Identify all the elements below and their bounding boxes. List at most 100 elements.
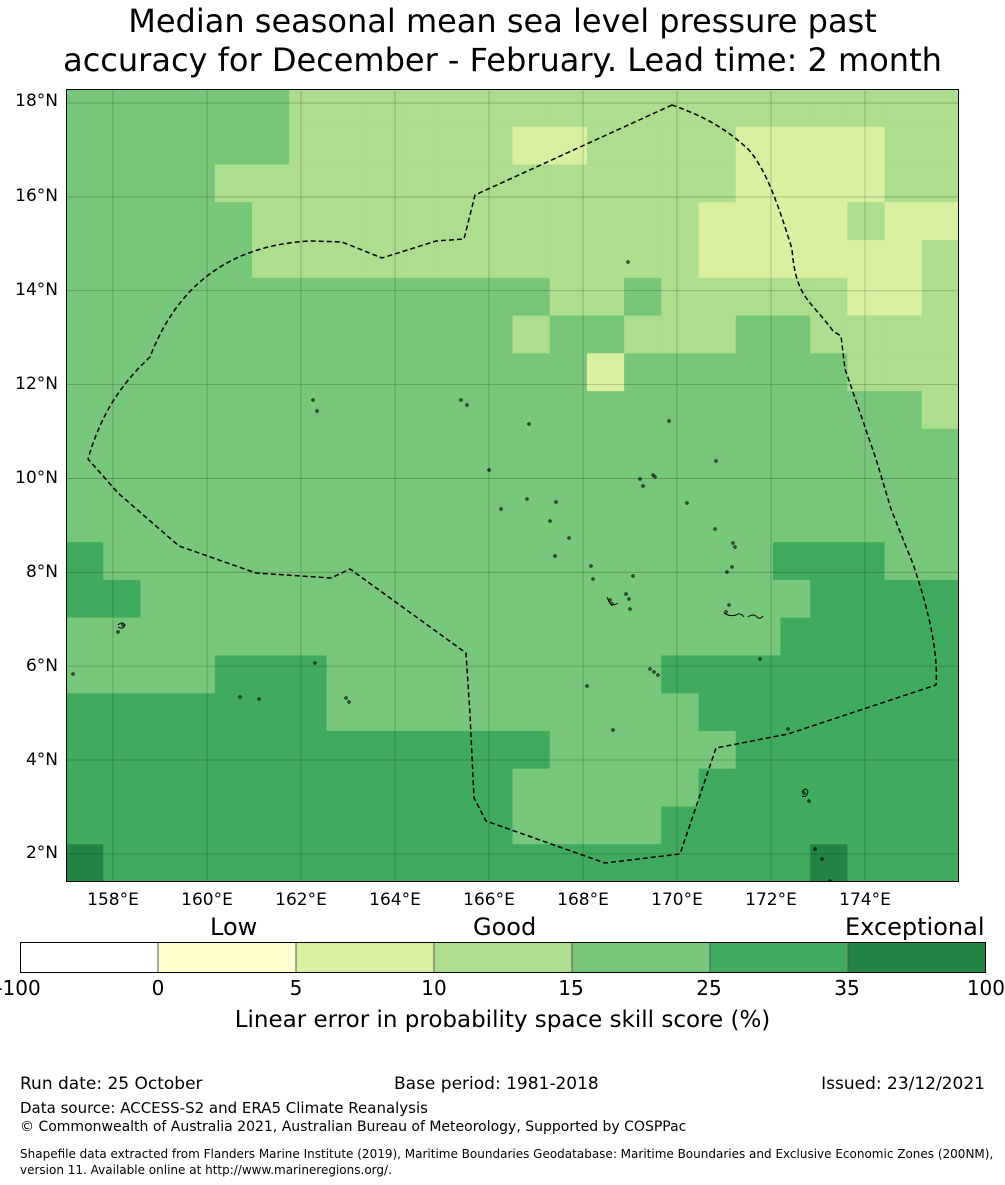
skill-cell [438, 579, 476, 619]
skill-cell [326, 89, 365, 128]
skill-cell [177, 844, 216, 883]
skill-cell [103, 89, 142, 128]
skill-cell [326, 806, 365, 845]
skill-cell [735, 730, 774, 770]
skill-cell [698, 768, 737, 808]
skill-cell [810, 504, 848, 543]
lon-label: 164°E [369, 890, 421, 910]
skill-cell [363, 579, 402, 619]
skill-cell [438, 428, 476, 468]
skill-cell [177, 655, 216, 694]
skill-cell [847, 768, 886, 808]
skill-cell [847, 164, 886, 203]
skill-cell [363, 806, 402, 845]
skill-cell [512, 806, 551, 845]
skill-cell [884, 240, 923, 279]
colorbar [20, 942, 986, 973]
skill-cell [624, 768, 662, 808]
skill-cell [289, 391, 328, 430]
lon-label: 172°E [745, 890, 797, 910]
skill-cell [252, 655, 290, 694]
skill-cell [363, 353, 402, 392]
skill-cell [735, 353, 774, 392]
atoll-outline [606, 596, 619, 606]
skill-cell [661, 428, 700, 468]
skill-cell [103, 504, 142, 543]
skill-cell [549, 277, 588, 317]
skill-cell [698, 240, 737, 279]
skill-cell [326, 202, 365, 241]
skill-cell [772, 277, 811, 317]
skill-cell [512, 428, 551, 468]
skill-cell [363, 466, 402, 505]
skill-cell [698, 542, 737, 581]
skill-cell [661, 277, 700, 317]
skill-cell [66, 466, 104, 505]
skill-cell [735, 844, 774, 883]
skill-cell [252, 768, 290, 808]
skill-cell [214, 126, 253, 166]
skill-cell [884, 844, 923, 883]
skill-cell [884, 466, 923, 505]
skill-cell [735, 428, 774, 468]
skill-cell [512, 126, 551, 166]
skill-cell [735, 202, 774, 241]
colorbar-tick: 100 [966, 976, 1005, 1000]
skill-cell [884, 391, 923, 430]
skill-cell [921, 126, 960, 166]
colorbar-tick: 10 [421, 976, 447, 1000]
skill-cell [624, 806, 662, 845]
skill-cell [103, 693, 142, 732]
skill-cell [661, 504, 700, 543]
skill-cell [363, 126, 402, 166]
skill-cell [214, 844, 253, 883]
skill-cell [475, 126, 514, 166]
skill-cell [400, 768, 439, 808]
colorbar-bin [295, 942, 435, 973]
skill-cell [438, 240, 476, 279]
skill-cell [884, 277, 923, 317]
skill-cell [698, 353, 737, 392]
skill-cell [586, 353, 625, 392]
skill-cell [103, 768, 142, 808]
skill-cell [177, 542, 216, 581]
skill-cell [735, 693, 774, 732]
skill-cell [624, 693, 662, 732]
skill-cell [66, 844, 104, 883]
skill-cell [363, 391, 402, 430]
skill-cell [177, 164, 216, 203]
skill-cell [252, 391, 290, 430]
island-marker [487, 468, 491, 472]
skill-cell [363, 428, 402, 468]
skill-cell [586, 391, 625, 430]
skill-cell [772, 504, 811, 543]
skill-cell [103, 428, 142, 468]
skill-cell [140, 428, 179, 468]
skill-cell [810, 164, 848, 203]
skill-cell [400, 579, 439, 619]
skill-cell [103, 844, 142, 883]
skill-cell [214, 353, 253, 392]
skill-cell [66, 391, 104, 430]
skill-cell [66, 617, 103, 657]
skill-cell [921, 542, 960, 581]
skill-cell [586, 806, 625, 845]
skill-cell [66, 126, 104, 166]
skill-cell [772, 89, 811, 128]
skill-cell [475, 466, 514, 505]
skill-cell [586, 240, 625, 279]
skill-cell [103, 579, 142, 619]
data-source: Data source: ACCESS-S2 and ERA5 Climate … [20, 1099, 428, 1117]
atoll-outline [723, 612, 745, 618]
skill-cell [884, 806, 923, 845]
colorbar-tick: 0 [151, 976, 165, 1000]
skill-cell [475, 391, 514, 430]
skill-cell [252, 126, 290, 166]
island-marker [628, 607, 632, 611]
skill-cell [289, 466, 328, 505]
lat-label: 12°N [15, 374, 58, 394]
colorbar-bin [157, 942, 297, 973]
skill-cell [549, 164, 588, 203]
skill-cell [140, 391, 179, 430]
skill-cell [177, 353, 216, 392]
